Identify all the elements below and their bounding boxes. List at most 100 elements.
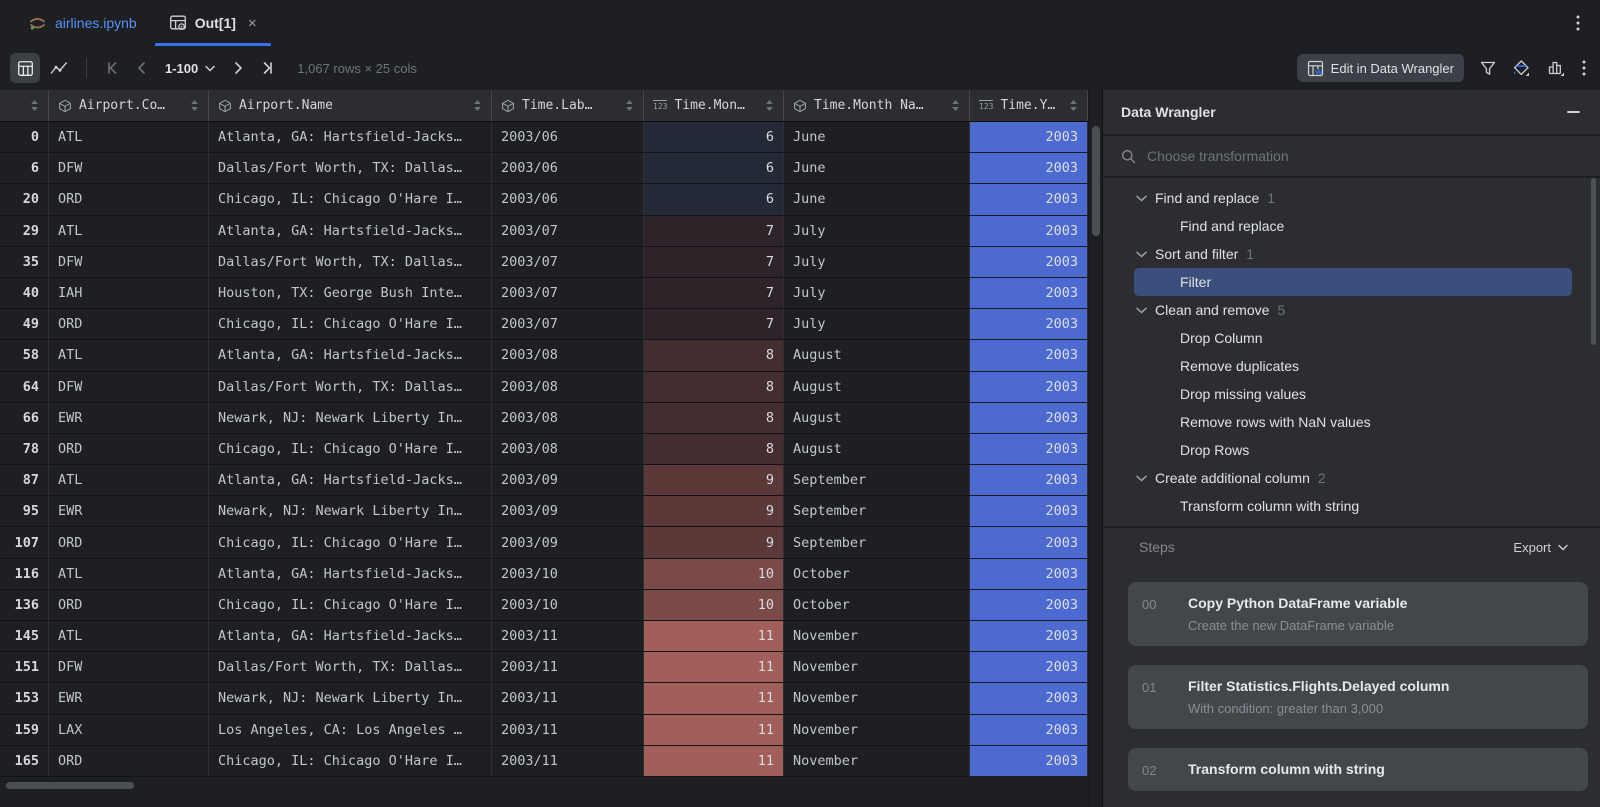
cell-name[interactable]: Los Angeles, CA: Los Angeles … [209,714,492,746]
cell-row-index[interactable]: 136 [0,589,49,621]
cell-name[interactable]: Dallas/Fort Worth, TX: Dallas… [209,371,492,403]
cell-name[interactable]: Atlanta, GA: Hartsfield-Jacks… [209,558,492,590]
transformation-search-field[interactable]: Choose transformation [1103,134,1600,178]
cell-name[interactable]: Chicago, IL: Chicago O'Hare I… [209,184,492,216]
cell-month_name[interactable]: July [784,246,970,278]
tree-item-remove-duplicates[interactable]: Remove duplicates [1180,358,1300,374]
cell-month[interactable]: 6 [644,153,784,185]
cell-code[interactable]: EWR [49,402,209,434]
cell-month[interactable]: 10 [644,558,784,590]
cell-label[interactable]: 2003/08 [492,340,644,372]
cell-label[interactable]: 2003/11 [492,745,644,777]
cell-row-index[interactable]: 153 [0,683,49,715]
column-header-month_name[interactable]: Time.Month Na… [784,90,970,121]
chart-options-icon[interactable] [1547,59,1566,78]
tree-item-transform-column-with-string[interactable]: Transform column with string [1180,498,1360,514]
cell-year[interactable]: 2003 [970,277,1088,310]
minimize-panel-icon[interactable] [1567,111,1580,113]
cell-name[interactable]: Atlanta, GA: Hartsfield-Jacks… [209,465,492,497]
cell-name[interactable]: Chicago, IL: Chicago O'Hare I… [209,589,492,621]
cell-year[interactable]: 2003 [970,714,1088,746]
cell-code[interactable]: DFW [49,371,209,403]
cell-month_name[interactable]: November [784,714,970,746]
cell-code[interactable]: ATL [49,122,209,154]
cell-label[interactable]: 2003/08 [492,402,644,434]
cell-month[interactable]: 8 [644,340,784,372]
cell-name[interactable]: Houston, TX: George Bush Inte… [209,277,492,310]
color-heatmap-icon[interactable] [1512,59,1531,78]
cell-month[interactable]: 9 [644,527,784,559]
cell-row-index[interactable]: 78 [0,433,49,466]
cell-year[interactable]: 2003 [970,153,1088,185]
cell-month_name[interactable]: November [784,683,970,715]
cell-name[interactable]: Chicago, IL: Chicago O'Hare I… [209,745,492,777]
cell-month[interactable]: 8 [644,433,784,466]
cell-code[interactable]: ORD [49,527,209,559]
filter-icon[interactable] [1480,61,1496,76]
cell-code[interactable]: LAX [49,714,209,746]
cell-row-index[interactable]: 107 [0,527,49,559]
cell-label[interactable]: 2003/08 [492,433,644,466]
cell-month[interactable]: 11 [644,683,784,715]
cell-month_name[interactable]: June [784,153,970,185]
tree-item-find-and-replace[interactable]: Find and replace [1180,218,1285,234]
cell-year[interactable]: 2003 [970,589,1088,621]
tree-item-filter[interactable]: Filter [1134,268,1572,296]
column-header-index[interactable] [0,90,49,121]
cell-row-index[interactable]: 49 [0,309,49,341]
column-header-month[interactable]: 123 Time.Mon… [644,90,784,121]
step-card-00[interactable]: 00 Copy Python DataFrame variable Create t… [1128,582,1588,646]
column-header-code[interactable]: Airport.Co… [49,90,209,121]
cell-year[interactable]: 2003 [970,184,1088,216]
cell-year[interactable]: 2003 [970,745,1088,777]
cell-month[interactable]: 7 [644,215,784,247]
cell-label[interactable]: 2003/07 [492,246,644,278]
cell-year[interactable]: 2003 [970,371,1088,403]
cell-label[interactable]: 2003/11 [492,652,644,684]
cell-name[interactable]: Chicago, IL: Chicago O'Hare I… [209,433,492,466]
table-view-button[interactable] [10,53,40,83]
cell-row-index[interactable]: 29 [0,215,49,247]
cell-year[interactable]: 2003 [970,652,1088,684]
cell-month[interactable]: 9 [644,465,784,497]
cell-row-index[interactable]: 6 [0,153,49,185]
cell-month[interactable]: 11 [644,652,784,684]
cell-code[interactable]: ATL [49,621,209,653]
cell-month_name[interactable]: September [784,527,970,559]
cell-year[interactable]: 2003 [970,246,1088,278]
cell-month_name[interactable]: August [784,433,970,466]
cell-month[interactable]: 7 [644,309,784,341]
cell-name[interactable]: Atlanta, GA: Hartsfield-Jacks… [209,340,492,372]
cell-name[interactable]: Dallas/Fort Worth, TX: Dallas… [209,153,492,185]
cell-month[interactable]: 8 [644,371,784,403]
cell-row-index[interactable]: 0 [0,122,49,154]
step-card-02[interactable]: 02 Transform column with string [1128,748,1588,791]
page-range-dropdown[interactable]: 1-100 [165,61,215,76]
next-page-button[interactable] [225,54,253,82]
cell-label[interactable]: 2003/07 [492,309,644,341]
cell-month[interactable]: 11 [644,621,784,653]
cell-month_name[interactable]: August [784,371,970,403]
cell-year[interactable]: 2003 [970,527,1088,559]
column-header-label[interactable]: Time.Lab… [492,90,644,121]
cell-month_name[interactable]: November [784,652,970,684]
cell-name[interactable]: Dallas/Fort Worth, TX: Dallas… [209,652,492,684]
cell-code[interactable]: EWR [49,683,209,715]
cell-label[interactable]: 2003/11 [492,621,644,653]
cell-month_name[interactable]: November [784,745,970,777]
cell-code[interactable]: DFW [49,652,209,684]
column-header-name[interactable]: Airport.Name [209,90,492,121]
cell-code[interactable]: ATL [49,215,209,247]
cell-code[interactable]: ATL [49,558,209,590]
cell-month[interactable]: 7 [644,246,784,278]
cell-code[interactable]: EWR [49,496,209,528]
cell-month_name[interactable]: September [784,496,970,528]
cell-code[interactable]: ORD [49,745,209,777]
vertical-scrollbar-thumb[interactable] [1092,126,1100,236]
last-page-button[interactable] [253,54,281,82]
cell-label[interactable]: 2003/06 [492,122,644,154]
cell-row-index[interactable]: 145 [0,621,49,653]
tree-category[interactable]: Sort and filter 1 [1103,240,1600,268]
cell-code[interactable]: ATL [49,340,209,372]
cell-code[interactable]: ATL [49,465,209,497]
